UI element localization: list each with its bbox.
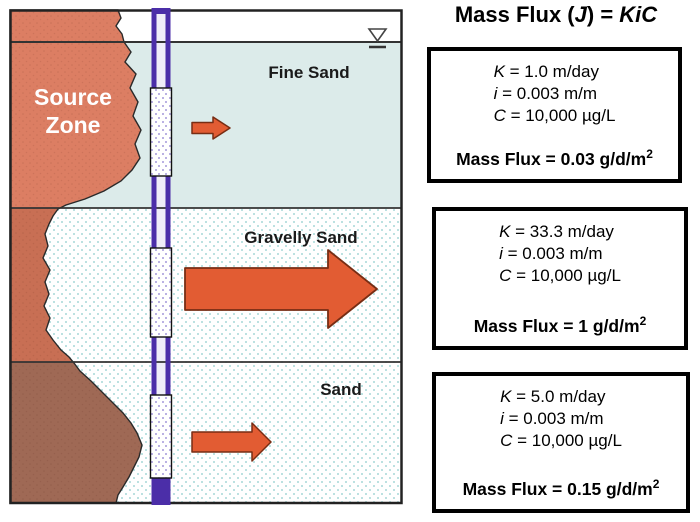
param-k: K = 33.3 m/day: [499, 221, 621, 243]
title-equals: ) =: [586, 2, 620, 27]
param-symbol: i: [500, 409, 504, 428]
param-symbol: C: [493, 106, 506, 125]
param-value: = 5.0 m/day: [511, 387, 606, 406]
param-value: = 10,000 µg/L: [511, 266, 621, 285]
parameter-list: K = 5.0 m/day i = 0.003 m/m C = 10,000 µ…: [500, 386, 622, 452]
mass-flux-text: Mass Flux = 0.03 g/d/m: [456, 149, 647, 169]
source-zone-label-line1: Source: [34, 84, 112, 110]
param-symbol: C: [500, 431, 513, 450]
param-value: = 10,000 µg/L: [512, 431, 622, 450]
param-symbol: i: [493, 84, 498, 103]
title-var-j: J: [574, 2, 587, 27]
equation-box-fine-sand: K = 1.0 m/day i = 0.003 m/m C = 10,000 µ…: [427, 47, 682, 183]
param-c: C = 10,000 µg/L: [494, 105, 616, 127]
monitoring-well-icon: [149, 8, 173, 505]
param-value: = 10,000 µg/L: [505, 106, 616, 125]
gravelly-sand-label: Gravelly Sand: [244, 228, 357, 247]
param-k: K = 5.0 m/day: [500, 386, 622, 408]
param-value: = 1.0 m/day: [504, 62, 599, 81]
cross-section-border: [9, 9, 403, 505]
param-k: K = 1.0 m/day: [494, 61, 616, 83]
param-i: i = 0.003 m/m: [494, 83, 616, 105]
parameter-list: K = 33.3 m/day i = 0.003 m/m C = 10,000 …: [499, 221, 621, 287]
param-value: = 0.003 m/m: [502, 244, 603, 263]
param-symbol: K: [500, 387, 512, 406]
param-c: C = 10,000 µg/L: [499, 265, 621, 287]
equation-box-gravelly-sand: K = 33.3 m/day i = 0.003 m/m C = 10,000 …: [432, 207, 688, 350]
flux-arrow-large-icon: [184, 249, 378, 329]
mass-flux-result: Mass Flux = 0.15 g/d/m2: [442, 477, 680, 500]
well-screen-gravelly-sand: [149, 247, 173, 338]
superscript: 2: [652, 477, 660, 492]
water-table-icon: [367, 28, 388, 49]
param-symbol: C: [499, 266, 512, 285]
param-i: i = 0.003 m/m: [500, 408, 622, 430]
sand-label: Sand: [320, 380, 362, 399]
title-kic: KiC: [619, 2, 658, 27]
param-value: = 33.3 m/day: [510, 222, 614, 241]
mass-flux-result: Mass Flux = 0.03 g/d/m2: [437, 147, 672, 170]
hydrogeology-cross-section: Fine Sand Gravelly Sand Sand Source Zone: [9, 8, 403, 505]
page-title: Mass Flux (J) = KiC: [412, 2, 700, 28]
mass-flux-text: Mass Flux = 1 g/d/m: [473, 316, 640, 336]
well-screen-sand: [149, 394, 173, 479]
mass-flux-text: Mass Flux = 0.15 g/d/m: [462, 479, 653, 499]
well-screen-fine-sand: [149, 87, 173, 177]
param-value: = 0.003 m/m: [497, 84, 598, 103]
superscript: 2: [646, 147, 653, 162]
param-c: C = 10,000 µg/L: [500, 430, 622, 452]
mass-flux-result: Mass Flux = 1 g/d/m2: [442, 314, 678, 337]
equation-box-sand: K = 5.0 m/day i = 0.003 m/m C = 10,000 µ…: [432, 372, 690, 513]
source-zone-outline: [9, 9, 143, 504]
param-symbol: i: [499, 244, 503, 263]
param-symbol: K: [499, 222, 511, 241]
parameter-list: K = 1.0 m/day i = 0.003 m/m C = 10,000 µ…: [494, 61, 616, 127]
param-i: i = 0.003 m/m: [499, 243, 621, 265]
fine-sand-label: Fine Sand: [268, 63, 349, 82]
flux-arrow-small-icon: [191, 116, 231, 140]
source-zone-label-line2: Zone: [46, 112, 101, 138]
param-symbol: K: [493, 62, 505, 81]
flux-arrow-medium-icon: [191, 422, 272, 462]
param-value: = 0.003 m/m: [503, 409, 604, 428]
title-text: Mass Flux (: [454, 2, 575, 27]
superscript: 2: [639, 314, 647, 329]
